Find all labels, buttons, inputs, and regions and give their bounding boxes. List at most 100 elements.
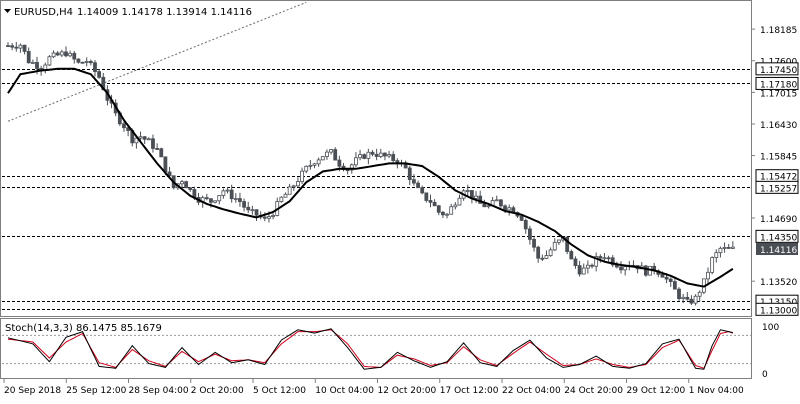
candle-body xyxy=(474,195,478,199)
candle-body xyxy=(316,159,321,165)
candle-body xyxy=(602,257,607,260)
candle-body xyxy=(552,241,557,251)
time-tick-label: 17 Oct 12:00 xyxy=(440,386,499,396)
candle-body xyxy=(167,171,172,177)
time-tick-label: 29 Oct 12:00 xyxy=(627,386,686,396)
candle-body xyxy=(304,165,309,172)
candle-body xyxy=(532,238,536,248)
candle-body xyxy=(97,71,102,78)
level-tag-label: 1.15257 xyxy=(760,184,797,194)
moving-average-line xyxy=(7,67,734,288)
time-tick-label: 10 Oct 04:00 xyxy=(315,386,374,396)
candle-body xyxy=(354,157,358,166)
candle-body xyxy=(486,205,491,208)
candle-body xyxy=(358,154,362,159)
candle-body xyxy=(465,190,470,192)
candle-body xyxy=(714,252,719,259)
level-tag-label: 1.15472 xyxy=(760,173,797,183)
candle-body xyxy=(693,295,698,304)
candle-body xyxy=(329,149,333,153)
candle-body xyxy=(204,197,209,200)
level-tag-label: 1.14350 xyxy=(760,233,797,243)
candle-body xyxy=(312,163,317,166)
candle-body xyxy=(507,207,512,211)
time-tick-label: 20 Sep 2018 xyxy=(4,386,61,396)
candle-body xyxy=(643,265,648,276)
current-price-label: 1.14116 xyxy=(760,246,797,256)
candle-body xyxy=(536,246,541,259)
candle-body xyxy=(76,58,81,63)
level-tag-box xyxy=(755,229,799,243)
candle-body xyxy=(420,187,425,194)
candle-body xyxy=(142,136,147,140)
candle-body xyxy=(519,215,524,221)
candle-body xyxy=(565,236,570,252)
candle-body xyxy=(242,201,246,208)
candle-body xyxy=(606,257,611,260)
candle-body xyxy=(18,44,23,49)
candle-body xyxy=(366,151,371,159)
candle-body xyxy=(378,152,383,157)
candle-body xyxy=(407,167,412,181)
candle-body xyxy=(527,228,532,240)
level-tag-box xyxy=(755,62,799,76)
price-plot-area[interactable] xyxy=(2,1,751,310)
candle-body xyxy=(55,52,60,56)
time-tick-label: 2 Oct 20:00 xyxy=(191,386,244,396)
candle-body xyxy=(581,267,586,275)
candle-body xyxy=(163,156,168,173)
candle-body xyxy=(122,123,126,129)
candle-body xyxy=(30,62,35,64)
dropdown-triangle-icon[interactable] xyxy=(4,9,11,13)
candle-body xyxy=(730,246,735,249)
candle-body xyxy=(47,56,52,66)
trendline[interactable] xyxy=(7,1,307,122)
candle-body xyxy=(383,152,387,157)
stoch-signal-line xyxy=(7,329,734,369)
candle-body xyxy=(590,264,594,267)
level-tag-label: 1.17180 xyxy=(760,80,797,90)
candle-body xyxy=(333,149,338,161)
candle-body xyxy=(146,138,151,141)
price-tick-label: 1.16430 xyxy=(760,121,797,131)
candle-body xyxy=(428,200,433,203)
price-tick-label: 1.14690 xyxy=(760,215,797,225)
candle-body xyxy=(271,215,275,217)
candle-body xyxy=(267,216,271,219)
candle-body xyxy=(59,51,64,56)
candle-body xyxy=(22,44,27,52)
candle-body xyxy=(151,138,155,149)
candle-body xyxy=(10,45,15,48)
stoch-plot-area[interactable] xyxy=(2,328,751,370)
candle-body xyxy=(192,189,197,198)
candle-body xyxy=(556,239,561,243)
stoch-tick-label: 0 xyxy=(762,370,768,380)
candle-body xyxy=(548,249,553,256)
time-tick-label: 24 Oct 20:00 xyxy=(564,386,623,396)
time-tick-label: 12 Oct 20:00 xyxy=(378,386,437,396)
price-tick-label: 1.13520 xyxy=(760,278,797,288)
candle-body xyxy=(138,136,143,139)
candle-body xyxy=(569,251,574,260)
candle-body xyxy=(499,199,503,207)
level-tag-box xyxy=(755,76,799,90)
candle-body xyxy=(250,209,255,212)
candle-body xyxy=(689,298,694,304)
candle-body xyxy=(72,52,77,60)
candle-body xyxy=(370,151,375,155)
candle-body xyxy=(134,137,139,144)
candle-body xyxy=(441,211,445,216)
candle-body xyxy=(221,190,226,196)
candle-body xyxy=(710,257,715,273)
candle-body xyxy=(159,148,164,158)
candle-body xyxy=(672,281,677,290)
candle-body xyxy=(523,219,528,230)
candle-body xyxy=(436,205,441,213)
candle-body xyxy=(279,196,284,202)
candle-body xyxy=(14,46,19,49)
candle-body xyxy=(362,154,367,159)
price-axis: 1.181851.176001.170151.164301.158451.146… xyxy=(751,26,799,380)
candle-body xyxy=(677,288,681,299)
